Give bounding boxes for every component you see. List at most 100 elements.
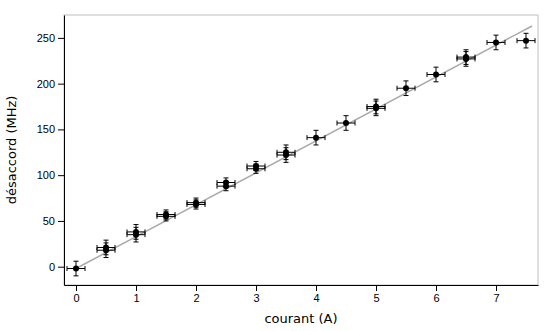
y-error-cap <box>74 275 79 276</box>
chart: 01234567050100150200250courant (A)désacc… <box>0 0 558 331</box>
y-axis-title: désaccord (MHz) <box>4 96 19 205</box>
point <box>403 85 409 91</box>
point <box>73 266 79 272</box>
x-error-cap <box>427 72 428 77</box>
point <box>283 149 289 155</box>
y-error-bar <box>104 240 109 255</box>
x-error-bar <box>67 266 85 271</box>
y-error-cap <box>374 115 379 116</box>
y-error-cap <box>254 173 259 174</box>
y-error-bar <box>374 99 379 114</box>
point <box>373 104 379 110</box>
x-error-cap <box>505 40 506 45</box>
x-axis-tick-label: 4 <box>313 292 319 304</box>
x-error-cap <box>67 266 68 271</box>
y-axis-tick: 150 <box>37 123 64 135</box>
x-axis-tick-label: 6 <box>433 292 439 304</box>
y-error-cap <box>224 177 229 178</box>
y-axis-tick: 50 <box>43 215 64 227</box>
x-axis-tick-mark <box>496 285 497 291</box>
fit-line <box>76 26 532 269</box>
y-axis-tick-mark <box>58 129 64 130</box>
x-error-bar <box>367 104 385 109</box>
x-error-cap <box>337 121 338 126</box>
point <box>163 212 169 218</box>
y-axis-tick-mark <box>58 221 64 222</box>
y-error-bar <box>284 148 289 163</box>
point <box>313 135 319 141</box>
y-axis-tick-mark <box>58 175 64 176</box>
x-error-cap <box>217 180 218 185</box>
points <box>67 33 535 276</box>
x-error-cap <box>127 229 128 234</box>
x-error-cap <box>397 86 398 91</box>
y-error-cap <box>104 257 109 258</box>
x-axis-tick-mark <box>376 285 377 291</box>
y-error-cap <box>254 170 259 171</box>
y-error-cap <box>134 239 139 240</box>
x-axis-tick-label: 1 <box>133 292 139 304</box>
y-error-cap <box>164 219 169 220</box>
y-axis-tick: 200 <box>37 78 64 90</box>
y-error-cap <box>284 144 289 145</box>
y-error-cap <box>254 161 259 162</box>
y-error-bar <box>524 33 529 48</box>
x-axis-tick: 3 <box>253 285 259 304</box>
x-axis-tick-label: 3 <box>253 292 259 304</box>
point <box>433 71 439 77</box>
point <box>253 163 259 169</box>
point <box>493 39 499 45</box>
y-error-cap <box>284 162 289 163</box>
x-error-cap <box>187 200 188 205</box>
y-error-cap <box>464 64 469 65</box>
x-axis-title: courant (A) <box>264 311 337 326</box>
x-error-cap <box>367 104 368 109</box>
x-error-cap <box>115 245 116 250</box>
y-error-bar <box>494 35 499 50</box>
y-error-cap <box>194 207 199 208</box>
x-error-cap <box>457 55 458 60</box>
y-error-cap <box>314 144 319 145</box>
y-axis-tick: 250 <box>37 32 64 44</box>
y-error-bar <box>224 178 229 187</box>
x-axis-tick: 4 <box>313 285 319 304</box>
y-axis-tick-mark <box>58 38 64 39</box>
y-error-cap <box>494 49 499 50</box>
y-axis-tick: 0 <box>49 261 64 273</box>
y-error-cap <box>434 81 439 82</box>
x-axis-tick-mark <box>436 285 437 291</box>
x-axis-tick-label: 5 <box>373 292 379 304</box>
x-error-bar <box>457 55 475 60</box>
y-error-bar <box>344 116 349 131</box>
y-error-cap <box>344 130 349 131</box>
y-error-cap <box>434 67 439 68</box>
x-axis-tick-label: 7 <box>493 292 499 304</box>
x-error-bar <box>487 40 505 45</box>
x-error-cap <box>265 164 266 169</box>
x-axis-tick-mark <box>136 285 137 291</box>
y-axis-line <box>64 16 65 286</box>
x-error-bar <box>97 245 115 250</box>
x-error-cap <box>235 180 236 185</box>
y-error-cap <box>404 80 409 81</box>
y-error-cap <box>134 241 139 242</box>
x-axis-tick: 1 <box>133 285 139 304</box>
y-axis-tick-label: 50 <box>43 215 55 227</box>
y-error-bar <box>464 50 469 65</box>
point <box>133 229 139 235</box>
y-axis-tick-mark <box>58 267 64 268</box>
y-error-bar <box>434 67 439 82</box>
x-error-bar <box>307 135 325 140</box>
y-error-cap <box>104 240 109 241</box>
x-error-bar <box>397 86 415 91</box>
x-axis-tick: 6 <box>433 285 439 304</box>
x-error-cap <box>517 38 518 43</box>
x-error-cap <box>415 86 416 91</box>
y-error-cap <box>524 47 529 48</box>
y-error-cap <box>164 209 169 210</box>
x-error-bar <box>157 212 175 217</box>
x-axis: 01234567 <box>65 285 539 304</box>
x-error-cap <box>175 212 176 217</box>
y-error-cap <box>374 99 379 100</box>
y-axis-tick-label: 100 <box>37 169 55 181</box>
